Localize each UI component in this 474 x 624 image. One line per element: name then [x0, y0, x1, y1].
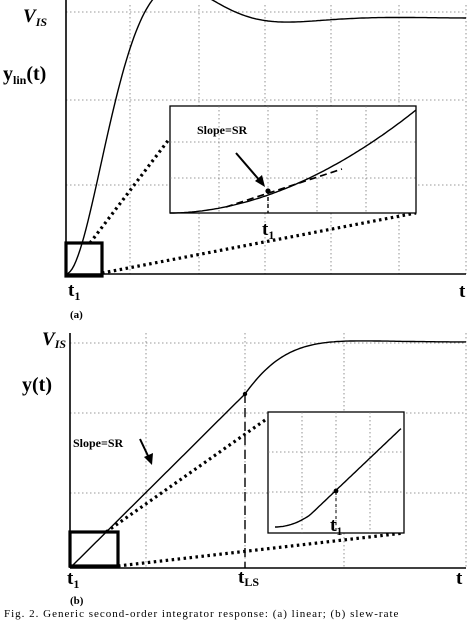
- figure-caption: Fig. 2. Generic second-order integrator …: [4, 608, 400, 620]
- panel-b-y-label: y(t): [22, 374, 52, 396]
- panel-a-zoom-line-lower: [101, 211, 417, 275]
- panel-b-slope-arrowhead: [144, 453, 153, 465]
- panel-a-inset-tangent: [225, 168, 343, 208]
- panel-a-zoom-line-upper: [88, 137, 172, 244]
- panel-a-letter: (a): [70, 309, 83, 321]
- panel-a-vis-label: VIS: [23, 6, 47, 29]
- panel-a-inset-slope-arrow: [235, 152, 262, 183]
- panel-a: Slope=SR t1 VIS ylin(t) t1 t (a): [3, 0, 467, 321]
- panel-a-inset-point: [265, 188, 271, 194]
- panel-b-tls-label: tLS: [238, 567, 259, 589]
- panel-b-zoom-line-lower: [117, 531, 405, 568]
- panel-a-inset-t1-label: t1: [262, 219, 274, 242]
- panel-b-slope-arrow: [139, 438, 150, 459]
- panel-b-vis-label: VIS: [42, 329, 66, 351]
- panel-b-zoom-line-upper: [105, 416, 269, 534]
- panel-a-inset-slope-arrowhead: [255, 175, 265, 187]
- panel-b-inset-t1-label: t1: [330, 515, 342, 538]
- panel-a-t1-label: t1: [68, 280, 80, 303]
- panel-b-response-curve: [69, 340, 466, 569]
- panel-b-inset: t1: [267, 411, 405, 538]
- panel-b: t1 Slope=SR VIS y(t) t1 tLS t (b): [22, 329, 467, 607]
- panel-b-slope-label: Slope=SR: [73, 436, 124, 450]
- panel-b-t1-label: t1: [67, 568, 79, 591]
- panel-b-inset-curve: [275, 428, 402, 528]
- panel-a-t-axis-label: t: [459, 281, 466, 302]
- panel-a-inset-frame: [169, 105, 417, 214]
- panel-a-inset: Slope=SR t1: [169, 105, 417, 242]
- panel-b-inset-point: [333, 488, 339, 494]
- panel-a-inset-slope-label: Slope=SR: [197, 123, 248, 137]
- panel-b-slew-end-point: [242, 391, 248, 397]
- panel-a-response-curve: [65, 0, 466, 275]
- panel-b-t-axis-label: t: [456, 568, 463, 589]
- panel-a-y-label: ylin(t): [3, 63, 46, 87]
- panel-b-letter: (b): [70, 595, 84, 607]
- panel-b-zoom-box: [68, 530, 120, 568]
- panel-a-zoom-box: [64, 241, 104, 278]
